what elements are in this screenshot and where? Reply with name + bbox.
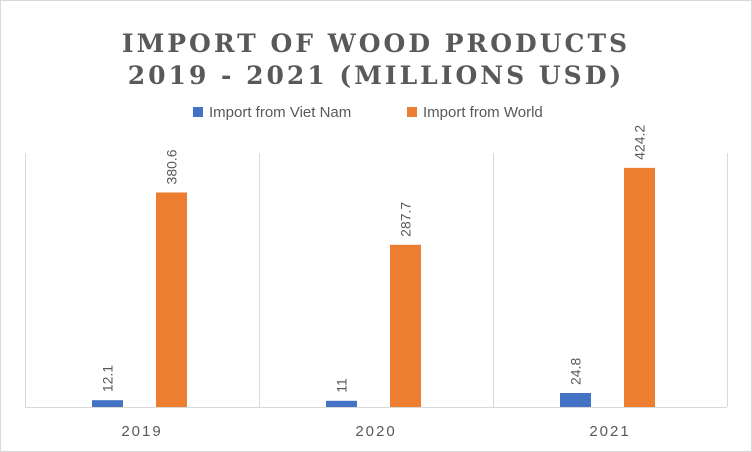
- bar-viet-nam-2021: [560, 393, 591, 407]
- chart-title-line-1: IMPORT OF WOOD PRODUCTS: [121, 29, 631, 58]
- x-tick-label-2021: 2021: [589, 423, 630, 440]
- x-tick-label-2020: 2020: [355, 423, 396, 440]
- data-label-viet-nam-2021: 24.8: [568, 358, 584, 385]
- legend-label-viet-nam: Import from Viet Nam: [209, 103, 352, 121]
- data-label-world-2019: 380.6: [164, 149, 180, 184]
- bar-viet-nam-2019: [92, 400, 123, 407]
- bar-world-2021: [624, 167, 655, 407]
- legend-swatch-viet-nam: [193, 107, 203, 117]
- chart-title-line-2: 2019 - 2021 (MILLIONS USD): [127, 61, 625, 90]
- legend-item-world: Import from World: [407, 101, 543, 123]
- data-label-world-2020: 287.7: [398, 202, 414, 237]
- data-label-viet-nam-2020: 11: [334, 378, 350, 393]
- legend-swatch-world: [407, 107, 417, 117]
- x-tick-label-2019: 2019: [121, 423, 162, 440]
- bar-world-2020: [390, 244, 421, 407]
- chart-legend: Import from Viet Nam Import from World: [0, 101, 752, 123]
- data-label-world-2021: 424.2: [632, 125, 648, 160]
- data-label-viet-nam-2019: 12.1: [100, 365, 116, 392]
- bar-viet-nam-2020: [326, 400, 357, 407]
- legend-item-viet-nam: Import from Viet Nam: [193, 101, 351, 123]
- legend-label-world: Import from World: [423, 103, 543, 121]
- bar-world-2019: [156, 192, 187, 407]
